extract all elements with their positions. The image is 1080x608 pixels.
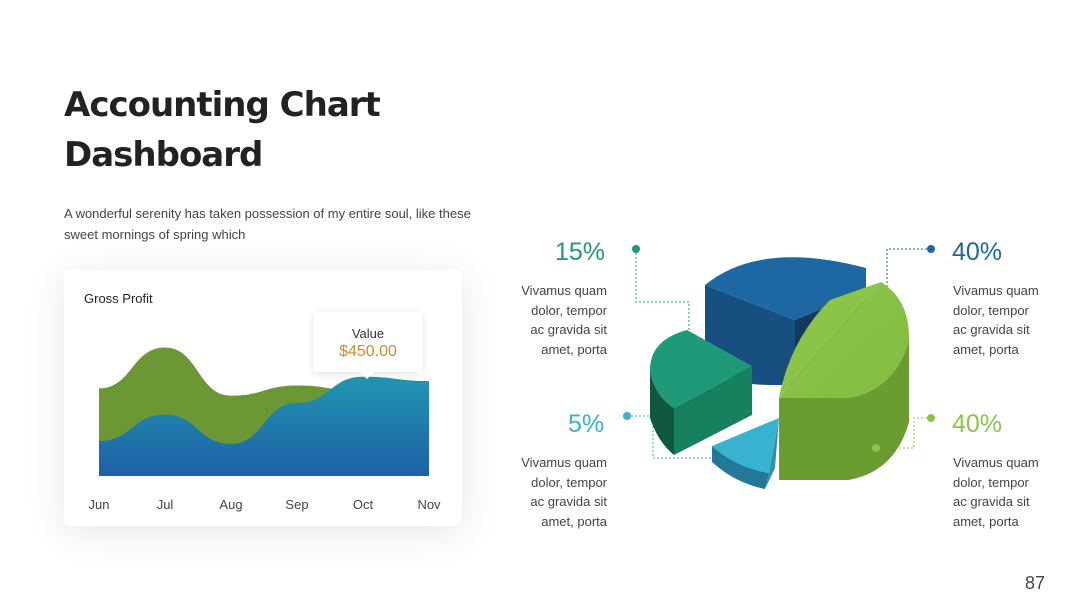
gross-profit-title: Gross Profit — [84, 291, 153, 306]
pie-slice-cyan — [712, 418, 779, 489]
legend-br-description: Vivamus quam dolor, tempor ac gravida si… — [953, 455, 1039, 529]
legend-tl-description: Vivamus quam dolor, tempor ac gravida si… — [521, 283, 607, 357]
connector-tr — [886, 248, 931, 287]
tooltip-label: Value — [351, 326, 385, 341]
connector-dot-tr — [927, 245, 935, 253]
x-tick-label-nov: Nov — [417, 497, 441, 512]
x-tick-label-aug: Aug — [219, 497, 243, 512]
connector-tl — [635, 249, 690, 330]
legend-tr-percent: 40% — [952, 238, 1003, 266]
pie-slice-teal — [650, 330, 752, 455]
area-series-2 — [99, 376, 429, 476]
area-chart — [99, 347, 429, 476]
legend-bl-percent: 5% — [568, 410, 605, 438]
legend-tr-description: Vivamus quam dolor, tempor ac gravida si… — [953, 283, 1039, 357]
x-tick-label-sep: Sep — [285, 497, 309, 512]
connector-dot-tl — [632, 245, 640, 253]
page-title: Accounting Chart Dashboard — [64, 85, 381, 175]
value-tooltip: Value $450.00 — [314, 312, 422, 379]
connector-dot-br — [927, 414, 935, 422]
legend-bl-description: Vivamus quam dolor, tempor ac gravida si… — [521, 455, 607, 529]
x-tick-label-jul: Jul — [156, 497, 174, 512]
tooltip-value: $450.00 — [339, 343, 397, 360]
legend-br-percent: 40% — [952, 410, 1003, 438]
connector-dot-bl — [623, 412, 631, 420]
gross-profit-card: Gross Profit Jun Jul Aug Sep Oct Nov Value $4… — [64, 270, 462, 526]
page-number: 87 — [1024, 573, 1045, 593]
legend-tl-percent: 15% — [555, 238, 606, 266]
page-subtitle: A wonderful serenity has taken possessio… — [64, 206, 471, 242]
x-tick-label-jun: Jun — [88, 497, 110, 512]
connector-bl — [627, 415, 712, 459]
x-tick-label-oct: Oct — [352, 497, 374, 512]
